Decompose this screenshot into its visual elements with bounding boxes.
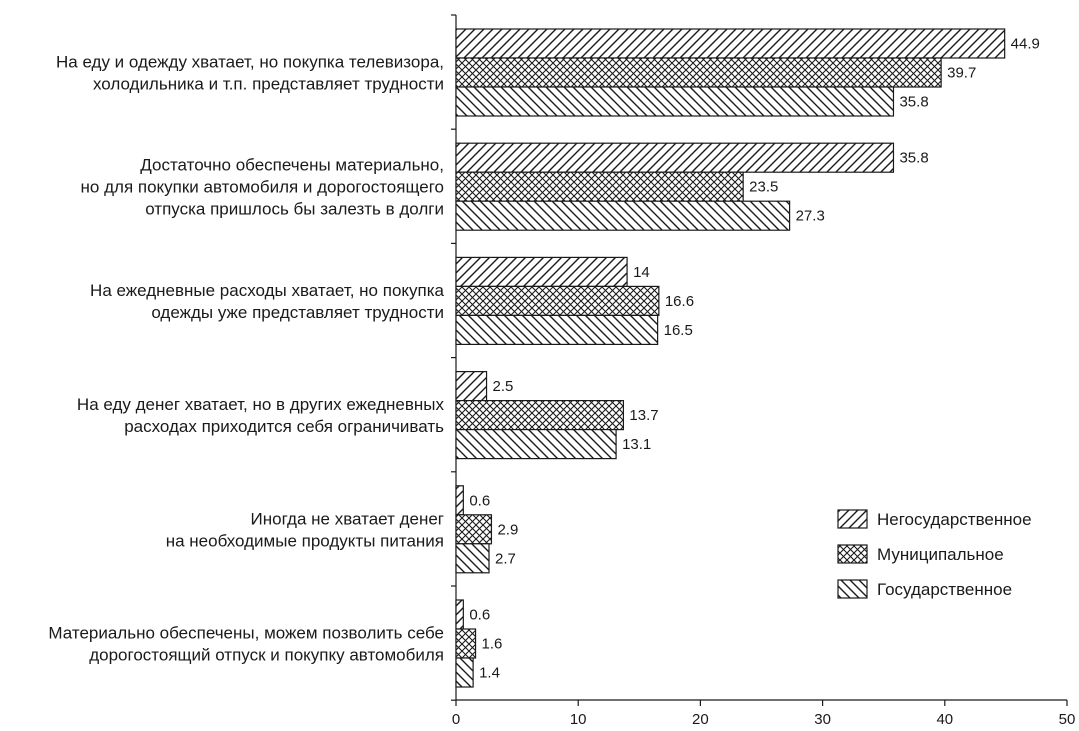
legend-swatch — [837, 544, 868, 564]
bar — [455, 400, 625, 431]
category-label: Достаточно обеспечены материально, но для… — [81, 156, 444, 219]
data-label: 14 — [633, 264, 650, 281]
bar — [455, 599, 464, 630]
bar — [455, 314, 659, 345]
bar — [455, 200, 791, 231]
category-label: Иногда не хватает денег на необходимые пр… — [166, 509, 444, 550]
x-tick-label: 50 — [1059, 711, 1076, 728]
data-label: 13.7 — [629, 407, 658, 424]
legend-swatch — [837, 579, 868, 599]
bar — [455, 628, 477, 659]
data-label: 23.5 — [749, 179, 778, 196]
data-label: 35.8 — [899, 150, 928, 167]
bar — [455, 171, 744, 202]
data-label: 13.1 — [622, 436, 651, 453]
data-label: 35.8 — [899, 94, 928, 111]
x-tick-label: 40 — [936, 711, 953, 728]
bar — [455, 285, 660, 316]
data-label: 1.6 — [482, 636, 503, 653]
bar — [455, 485, 464, 516]
x-tick-label: 20 — [692, 711, 709, 728]
category-label: На еду и одежду хватает, но покупка теле… — [56, 53, 444, 94]
bar — [455, 514, 493, 545]
bar — [455, 28, 1006, 59]
bar — [455, 543, 490, 574]
legend-swatch — [837, 509, 868, 529]
legend-label: Муниципальное — [877, 545, 1004, 564]
legend-label: Негосударственное — [877, 510, 1032, 529]
data-label: 16.5 — [664, 322, 693, 339]
plot-area: 0 10 20 30 40 50 44.9 39.7 35.8 На еду и одежду х… — [48, 14, 1076, 728]
category-label: На ежедневные расходы хватает, но покупк… — [90, 281, 444, 322]
bar — [455, 657, 474, 688]
legend: Негосударственное Муниципальное Государств… — [837, 509, 1032, 599]
bar — [455, 86, 895, 117]
data-label: 16.6 — [665, 293, 694, 310]
data-label: 39.7 — [947, 65, 976, 82]
legend-label: Государственное — [877, 580, 1012, 599]
x-tick-label: 30 — [814, 711, 831, 728]
data-label: 44.9 — [1011, 36, 1040, 53]
category-label: На еду денег хватает, но в других ежедне… — [77, 395, 445, 436]
bar — [455, 256, 628, 287]
bar — [455, 57, 942, 88]
data-label: 0.6 — [469, 607, 490, 624]
category-label: Материально обеспечены, можем позволить … — [48, 624, 444, 665]
data-label: 0.6 — [469, 492, 490, 509]
bar — [455, 142, 895, 173]
data-label: 2.9 — [497, 521, 518, 538]
x-tick-label: 0 — [452, 711, 460, 728]
bar — [455, 371, 488, 402]
bar — [455, 429, 617, 460]
data-label: 27.3 — [796, 208, 825, 225]
data-label: 2.7 — [495, 550, 516, 567]
x-tick-label: 10 — [570, 711, 587, 728]
data-label: 1.4 — [479, 665, 500, 682]
data-label: 2.5 — [493, 378, 514, 395]
